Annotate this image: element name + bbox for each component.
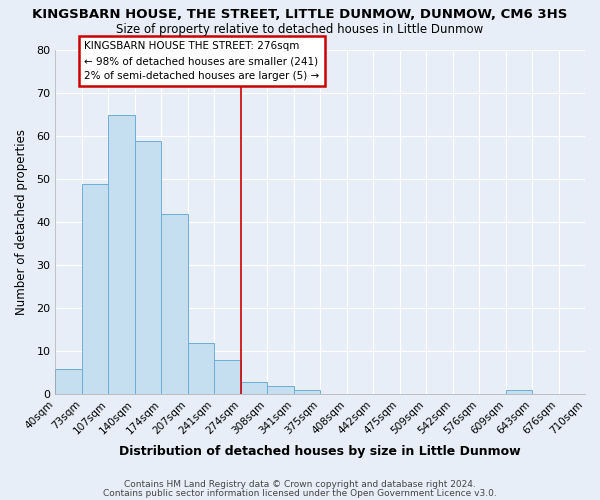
Bar — [161, 214, 188, 394]
Text: KINGSBARN HOUSE THE STREET: 276sqm
← 98% of detached houses are smaller (241)
2%: KINGSBARN HOUSE THE STREET: 276sqm ← 98%… — [85, 41, 320, 81]
Text: Size of property relative to detached houses in Little Dunmow: Size of property relative to detached ho… — [116, 22, 484, 36]
Bar — [188, 343, 214, 394]
Bar — [241, 382, 267, 394]
Text: Contains HM Land Registry data © Crown copyright and database right 2024.: Contains HM Land Registry data © Crown c… — [124, 480, 476, 489]
Bar — [214, 360, 241, 394]
X-axis label: Distribution of detached houses by size in Little Dunmow: Distribution of detached houses by size … — [119, 444, 521, 458]
Bar — [55, 368, 82, 394]
Y-axis label: Number of detached properties: Number of detached properties — [15, 130, 28, 316]
Bar — [108, 115, 135, 394]
Text: Contains public sector information licensed under the Open Government Licence v3: Contains public sector information licen… — [103, 489, 497, 498]
Bar — [135, 140, 161, 394]
Bar — [82, 184, 108, 394]
Bar — [506, 390, 532, 394]
Text: KINGSBARN HOUSE, THE STREET, LITTLE DUNMOW, DUNMOW, CM6 3HS: KINGSBARN HOUSE, THE STREET, LITTLE DUNM… — [32, 8, 568, 20]
Bar — [267, 386, 293, 394]
Bar — [293, 390, 320, 394]
